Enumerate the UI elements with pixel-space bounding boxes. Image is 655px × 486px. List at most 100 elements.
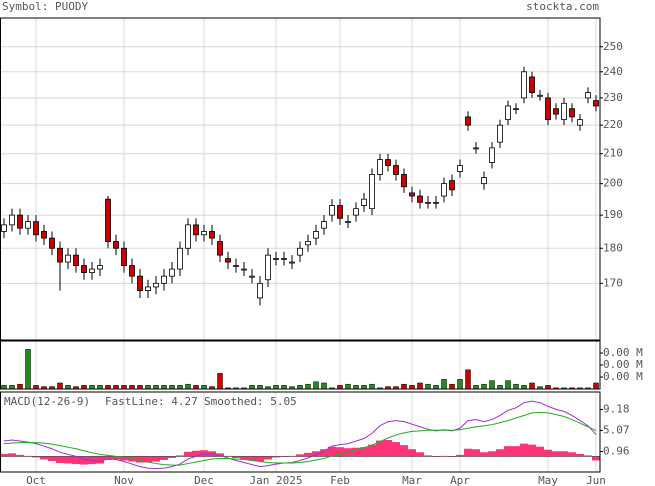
- volume-bar: [273, 385, 279, 390]
- y-tick-label: 170: [603, 276, 623, 289]
- macd-histogram-bar: [544, 449, 552, 457]
- candle-body: [409, 192, 415, 197]
- volume-bar: [105, 385, 111, 390]
- volume-bar: [401, 383, 407, 390]
- candle-body: [465, 116, 471, 126]
- macd-histogram-bar: [480, 452, 488, 457]
- volume-bar: [353, 385, 359, 390]
- macd-histogram-bar: [144, 456, 152, 463]
- macd-histogram-bar: [56, 456, 64, 464]
- candle-body: [225, 258, 231, 263]
- candle-body: [201, 231, 207, 236]
- macd-histogram-bar: [336, 447, 344, 457]
- candle-body: [121, 247, 127, 266]
- macd-histogram-bar: [576, 453, 584, 457]
- macd-label: Smoothed: 5.05: [204, 395, 297, 408]
- volume-bar: [441, 379, 447, 390]
- macd-line: [3, 411, 597, 466]
- macd-histogram-bar: [232, 456, 240, 458]
- y-tick-label: 240: [603, 65, 623, 78]
- candle-body: [129, 265, 135, 277]
- candle-body: [41, 231, 47, 239]
- candle-body: [305, 241, 311, 246]
- macd-histogram-bar: [536, 446, 544, 457]
- macd-histogram-bar: [376, 440, 384, 457]
- candle-body: [569, 108, 575, 118]
- volume-bar: [465, 369, 471, 390]
- macd-histogram-bar: [472, 449, 480, 457]
- macd-histogram-bar: [272, 456, 280, 458]
- macd-histogram-bar: [520, 443, 528, 457]
- macd-histogram-bar: [72, 456, 80, 465]
- macd-histogram-bar: [352, 447, 360, 457]
- y-tick-label: 0.00 M: [603, 370, 643, 383]
- macd-histogram-bar: [552, 451, 560, 457]
- volume-bar: [545, 385, 551, 390]
- candle-body: [297, 247, 303, 256]
- symbol: Symbol: PUODY: [2, 0, 88, 13]
- volume-bar: [57, 382, 63, 390]
- macd-histogram-bar: [416, 452, 424, 457]
- macd-histogram-bar: [568, 452, 576, 457]
- x-tick-label: Mar: [402, 474, 422, 486]
- volume-bar: [497, 385, 503, 390]
- y-tick-label: 220: [603, 118, 623, 131]
- candle-body: [9, 214, 15, 226]
- macd-histogram-bar: [40, 456, 48, 460]
- volume-bar: [137, 385, 143, 390]
- macd-histogram-bar: [152, 456, 160, 462]
- x-tick-label: Apr: [450, 474, 470, 486]
- volume-bar: [425, 383, 431, 390]
- volume-bar: [17, 383, 23, 390]
- candle-body: [1, 224, 7, 232]
- candle-body: [209, 231, 215, 239]
- macd-histogram-bar: [80, 456, 88, 465]
- y-tick-label: 0.00 M: [603, 346, 643, 359]
- volume-bar: [25, 349, 31, 390]
- candle-body: [417, 195, 423, 203]
- y-tick-label: 190: [603, 208, 623, 221]
- candle-body: [537, 94, 543, 97]
- y-tick-label: 5.07: [603, 423, 630, 436]
- candle-body: [145, 286, 151, 291]
- volume-bar: [369, 383, 375, 390]
- candle-body: [425, 201, 431, 204]
- candle-body: [281, 258, 287, 260]
- macd-histogram-bar: [96, 456, 104, 464]
- source: stockta.com: [526, 0, 599, 13]
- panel-frame: [0, 17, 601, 341]
- candle-body: [441, 183, 447, 197]
- candle-body: [521, 71, 527, 99]
- macd-histogram-bar: [528, 444, 536, 457]
- volume-bar: [513, 383, 519, 390]
- macd-histogram-bar: [104, 456, 112, 460]
- macd-histogram-bar: [176, 455, 184, 457]
- candle-body: [217, 241, 223, 256]
- candle-body: [89, 268, 95, 274]
- y-tick-label: 250: [603, 40, 623, 53]
- volume-bar: [249, 385, 255, 390]
- macd-histogram-bar: [168, 456, 176, 458]
- macd-histogram-bar: [48, 456, 56, 462]
- candle-body: [289, 261, 295, 264]
- x-tick-label: Oct: [26, 474, 46, 486]
- volume-bar: [217, 373, 223, 390]
- volume-bar: [505, 380, 511, 390]
- macd-histogram-bar: [256, 456, 264, 462]
- y-tick-label: 230: [603, 91, 623, 104]
- x-tick-label: Nov: [114, 474, 134, 486]
- x-tick-label: Dec: [194, 474, 214, 486]
- volume-bar: [409, 385, 415, 390]
- candle-body: [321, 221, 327, 229]
- candle-body: [25, 221, 31, 229]
- volume-bar: [1, 385, 7, 390]
- candle-body: [497, 124, 503, 143]
- volume-bar: [145, 385, 151, 390]
- macd-histogram-bar: [120, 456, 128, 461]
- candle-body: [513, 108, 519, 111]
- macd-histogram-bar: [408, 449, 416, 457]
- macd-histogram-bar: [192, 450, 200, 457]
- volume-bar: [89, 385, 95, 390]
- volume-bar: [129, 385, 135, 390]
